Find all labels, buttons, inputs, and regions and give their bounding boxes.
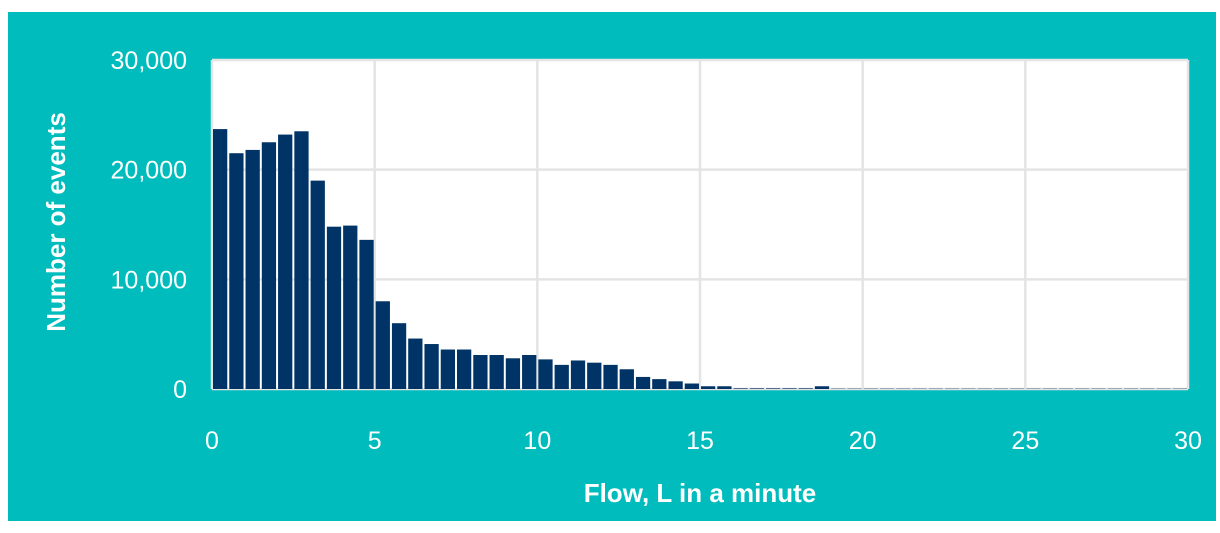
- histogram-bar: [603, 364, 618, 389]
- bar-series: [213, 129, 1187, 390]
- x-axis-ticks: 0 5 10 15 20 25 30: [205, 427, 1202, 455]
- y-axis-ticks: 0 10,000 20,000 30,000: [111, 47, 187, 404]
- histogram-bar: [408, 338, 423, 389]
- gridlines: [210, 58, 1190, 391]
- y-tick-label: 10,000: [111, 266, 187, 294]
- x-tick-label: 10: [523, 427, 551, 455]
- histogram-bar: [229, 153, 244, 389]
- y-tick-label: 20,000: [111, 157, 187, 185]
- histogram-bar: [278, 134, 293, 389]
- x-tick-label: 30: [1174, 427, 1202, 455]
- x-tick-label: 25: [1011, 427, 1039, 455]
- x-tick-label: 0: [205, 427, 219, 455]
- histogram-bar: [391, 323, 407, 389]
- histogram-bar: [798, 388, 813, 389]
- histogram-bar: [733, 388, 748, 389]
- histogram-bar: [814, 386, 830, 389]
- histogram-bar: [684, 383, 699, 389]
- histogram-bar: [587, 362, 602, 389]
- x-axis-title: Flow, L in a minute: [584, 478, 817, 508]
- histogram-bar: [326, 226, 342, 389]
- y-axis-title: Number of events: [41, 112, 71, 332]
- histogram-bar: [375, 301, 390, 389]
- histogram-bar: [424, 344, 439, 389]
- histogram-bar: [782, 388, 797, 389]
- histogram-bar: [538, 359, 553, 389]
- histogram-bar: [701, 386, 716, 389]
- histogram-bar: [213, 129, 228, 389]
- histogram-bar: [522, 355, 537, 389]
- histogram-bar: [359, 239, 374, 389]
- y-tick-label: 0: [173, 376, 187, 404]
- histogram-bar: [554, 364, 569, 389]
- x-tick-label: 20: [849, 427, 877, 455]
- histogram-bar: [505, 358, 521, 389]
- histogram-bar: [766, 388, 781, 389]
- y-tick-label: 30,000: [111, 47, 187, 75]
- histogram-bar: [473, 355, 488, 389]
- histogram-bar: [749, 388, 765, 389]
- histogram-bar: [457, 349, 472, 389]
- x-tick-label: 15: [686, 427, 714, 455]
- histogram-bar: [570, 360, 586, 389]
- histogram-bar: [245, 149, 260, 389]
- histogram-bar: [294, 131, 309, 390]
- histogram-bar: [652, 379, 667, 389]
- histogram-bar: [261, 142, 277, 389]
- histogram-bar: [635, 376, 651, 389]
- x-tick-label: 5: [368, 427, 382, 455]
- histogram-bar: [619, 369, 634, 389]
- histogram-bar: [489, 355, 504, 389]
- histogram-bar: [310, 180, 325, 389]
- histogram-bar: [343, 225, 358, 389]
- histogram-bar: [717, 386, 732, 389]
- histogram-bar: [440, 349, 455, 389]
- histogram-bar: [668, 381, 683, 389]
